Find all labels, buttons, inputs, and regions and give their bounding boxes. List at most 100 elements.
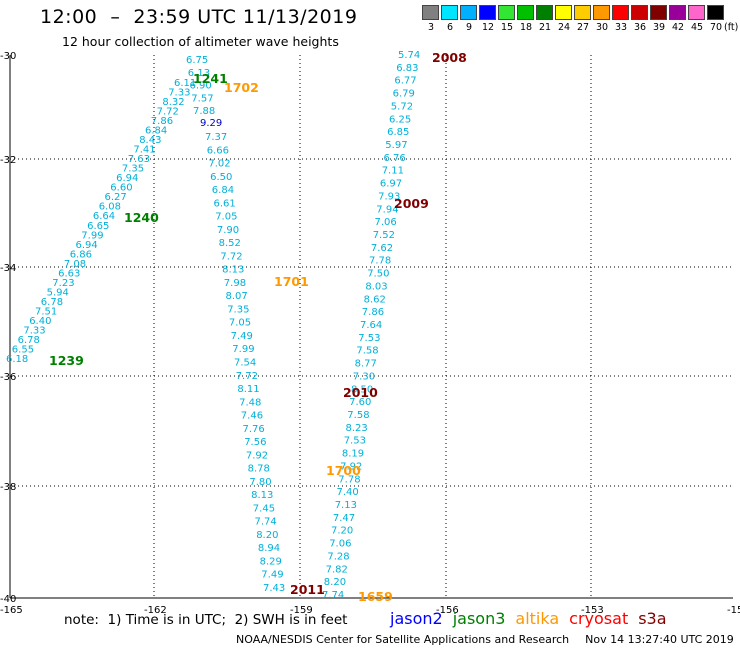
- wave-height-value: 7.49: [231, 331, 253, 342]
- wave-height-value: 7.98: [224, 278, 246, 289]
- wave-height-value: 7.92: [340, 461, 362, 472]
- colorbar-label: 15: [500, 22, 514, 33]
- wave-height-value: 5.74: [398, 50, 420, 61]
- wave-height-value: 8.20: [324, 577, 346, 588]
- satellite-tracks: 6.186.556.787.336.407.516.785.947.236.63…: [6, 50, 420, 601]
- wave-height-value: 7.52: [373, 230, 395, 241]
- wave-height-value: 6.94: [116, 173, 138, 184]
- colorbar-label: 18: [519, 22, 533, 33]
- colorbar-label: 3: [427, 22, 435, 33]
- wave-height-value: 8.62: [364, 294, 386, 305]
- pass-time-label: 1239: [49, 353, 84, 368]
- wave-height-value: 6.65: [87, 221, 109, 232]
- units-note: note: 1) Time is in UTC; 2) SWH is in fe…: [64, 612, 348, 628]
- wave-height-value: 7.92: [246, 450, 268, 461]
- wave-height-value: 7.51: [35, 306, 57, 317]
- longitude-label: -159: [290, 605, 313, 616]
- colorbar-label: 21: [538, 22, 552, 33]
- latitude-label: -36: [0, 372, 16, 383]
- pass-time-label: 1240: [124, 210, 159, 225]
- wave-height-value: 8.94: [258, 543, 280, 554]
- wave-height-value: 6.86: [70, 249, 92, 260]
- colorbar-label: 45: [690, 22, 704, 33]
- wave-height-value: 5.94: [47, 287, 69, 298]
- wave-height-value: 6.66: [207, 145, 229, 156]
- colorbar-label: 36: [633, 22, 647, 33]
- wave-height-value: 7.90: [217, 225, 239, 236]
- colorbar-label: 30: [595, 22, 609, 33]
- wave-height-value: 7.06: [375, 217, 397, 228]
- latitude-label: -40: [0, 594, 16, 605]
- wave-height-value: 7.99: [232, 344, 254, 355]
- wave-height-value: 6.13: [188, 68, 210, 79]
- longitude-label: -162: [144, 605, 167, 616]
- colorbar-swatch: [517, 5, 534, 20]
- wave-height-value: 7.28: [327, 551, 349, 562]
- wave-height-value: 6.75: [186, 55, 208, 66]
- wave-height-value: 7.72: [236, 371, 258, 382]
- wave-height-value: 7.57: [191, 93, 213, 104]
- wave-height-value: 7.78: [338, 474, 360, 485]
- pass-time-label: 1659: [358, 589, 393, 604]
- wave-height-value: 6.64: [93, 211, 115, 222]
- colorbar-label: 27: [576, 22, 590, 33]
- wave-height-value: 7.41: [133, 145, 155, 156]
- wave-height-value: 7.33: [168, 88, 190, 99]
- wave-height-value: 8.20: [256, 530, 278, 541]
- colorbar-swatch: [441, 5, 458, 20]
- wave-height-value: 6.50: [210, 172, 232, 183]
- wave-height-value: 6.97: [380, 179, 402, 190]
- wave-height-value: 7.74: [255, 517, 277, 528]
- wave-height-value: 6.18: [6, 354, 28, 365]
- wave-height-value: 7.35: [227, 304, 249, 315]
- longitude-label: -156: [436, 605, 459, 616]
- colorbar-swatch: [498, 5, 515, 20]
- wave-height-value: 6.78: [41, 297, 63, 308]
- wave-height-value: 8.32: [162, 97, 184, 108]
- wave-height-value: 6.61: [214, 198, 236, 209]
- wave-height-value: 8.43: [139, 135, 161, 146]
- wave-height-value: 7.46: [241, 411, 263, 422]
- wave-height-value: 7.74: [322, 590, 344, 601]
- legend-entry-cryosat: cryosat: [569, 609, 629, 628]
- colorbar-swatch: [555, 5, 572, 20]
- colorbar-swatch: [536, 5, 553, 20]
- wave-height-value: 5.97: [385, 140, 407, 151]
- wave-height-value: 7.99: [81, 230, 103, 241]
- colorbar-label: 42: [671, 22, 685, 33]
- legend-entry-altika: altika: [515, 609, 560, 628]
- wave-height-value: 6.11: [174, 78, 196, 89]
- colorbar-swatch: [479, 5, 496, 20]
- pass-time-label: 2009: [394, 196, 429, 211]
- wave-height-value: 8.29: [260, 557, 282, 568]
- wave-height-value: 7.78: [369, 256, 391, 267]
- wave-height-value: 6.08: [99, 202, 121, 213]
- wave-height-value: 6.90: [190, 81, 212, 92]
- pass-time-label: 1702: [224, 80, 259, 95]
- wave-height-value: 6.40: [29, 316, 51, 327]
- wave-height-value: 7.56: [244, 437, 266, 448]
- wave-height-value: 6.84: [145, 126, 167, 137]
- wave-height-value: 6.27: [105, 192, 127, 203]
- wave-height-value: 6.76: [384, 153, 406, 164]
- wave-height-value: 7.94: [376, 204, 398, 215]
- wave-height-value: 9.29: [200, 118, 222, 129]
- wave-height-value: 6.60: [110, 183, 132, 194]
- pass-time-label: 2008: [432, 50, 467, 65]
- legend-entry-s3a: s3a: [638, 609, 667, 628]
- colorbar-swatch: [707, 5, 724, 20]
- wave-height-value: 7.53: [344, 436, 366, 447]
- legend-entry-jason2: jason2: [390, 609, 443, 628]
- wave-height-value: 8.50: [351, 384, 373, 395]
- pass-time-label: 1700: [326, 463, 361, 478]
- map-subtitle: 12 hour collection of altimeter wave hei…: [62, 34, 339, 49]
- map-frame: [9, 55, 733, 599]
- wave-height-value: 7.82: [326, 564, 348, 575]
- wave-height-value: 7.54: [234, 358, 256, 369]
- wave-height-value: 7.62: [371, 243, 393, 254]
- colorbar-label: 39: [652, 22, 666, 33]
- colorbar-label: 70: [709, 22, 723, 33]
- wave-height-value: 7.23: [52, 278, 74, 289]
- pass-time-label: 1241: [193, 71, 228, 86]
